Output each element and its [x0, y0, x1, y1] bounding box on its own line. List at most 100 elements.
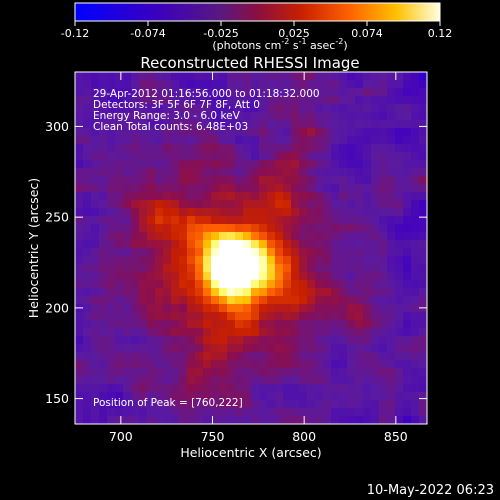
- heatmap-cell: [235, 112, 244, 121]
- heatmap-cell: [75, 80, 84, 89]
- heatmap-cell: [195, 368, 204, 377]
- heatmap-cell: [163, 152, 172, 161]
- heatmap-cell: [227, 240, 236, 249]
- heatmap-cell: [315, 360, 324, 369]
- heatmap-cell: [267, 328, 276, 337]
- heatmap-cell: [363, 344, 372, 353]
- heatmap-cell: [275, 80, 284, 89]
- heatmap-cell: [395, 352, 404, 361]
- heatmap-cell: [99, 240, 108, 249]
- heatmap-cell: [323, 192, 332, 201]
- heatmap-cell: [283, 392, 292, 401]
- heatmap-cell: [131, 192, 140, 201]
- heatmap-cell: [211, 192, 220, 201]
- heatmap-cell: [387, 136, 396, 145]
- heatmap-cell: [275, 272, 284, 281]
- heatmap-cell: [299, 160, 308, 169]
- heatmap-cell: [419, 344, 428, 353]
- footer-timestamp: 10-May-2022 06:23: [367, 483, 494, 498]
- heatmap-cell: [235, 360, 244, 369]
- heatmap-cell: [259, 184, 268, 193]
- heatmap-cell: [259, 304, 268, 313]
- heatmap-cell: [179, 328, 188, 337]
- heatmap-cell: [403, 256, 412, 265]
- heatmap-cell: [355, 144, 364, 153]
- heatmap-cell: [227, 352, 236, 361]
- heatmap-cell: [251, 280, 260, 289]
- heatmap-cell: [147, 152, 156, 161]
- heatmap-cell: [195, 136, 204, 145]
- heatmap-cell: [147, 104, 156, 113]
- heatmap-cell: [107, 256, 116, 265]
- heatmap-cell: [315, 232, 324, 241]
- heatmap-cell: [339, 160, 348, 169]
- heatmap-cell: [355, 384, 364, 393]
- colorbar-unit-label: (photons cm-2 s-1 asec-2): [212, 37, 347, 52]
- heatmap-cell: [187, 128, 196, 137]
- heatmap-cell: [83, 272, 92, 281]
- heatmap-cell: [291, 256, 300, 265]
- heatmap-cell: [259, 80, 268, 89]
- heatmap-cell: [307, 384, 316, 393]
- heatmap-cell: [243, 72, 252, 81]
- heatmap-cell: [299, 272, 308, 281]
- heatmap-cell: [339, 296, 348, 305]
- heatmap-cell: [419, 416, 428, 425]
- heatmap-cell: [115, 312, 124, 321]
- heatmap-cell: [235, 80, 244, 89]
- heatmap-cell: [139, 272, 148, 281]
- heatmap-cell: [323, 248, 332, 257]
- heatmap-cell: [203, 280, 212, 289]
- heatmap-cell: [347, 408, 356, 417]
- heatmap-cell: [203, 312, 212, 321]
- heatmap-cell: [283, 248, 292, 257]
- heatmap-cell: [379, 176, 388, 185]
- heatmap-cell: [387, 304, 396, 313]
- heatmap-cell: [147, 256, 156, 265]
- heatmap-cell: [283, 416, 292, 425]
- heatmap-cell: [195, 128, 204, 137]
- heatmap-cell: [131, 88, 140, 97]
- heatmap-cell: [259, 336, 268, 345]
- heatmap-cell: [131, 176, 140, 185]
- heatmap-cell: [155, 184, 164, 193]
- heatmap-cell: [107, 288, 116, 297]
- heatmap-cell: [227, 208, 236, 217]
- heatmap-cell: [379, 96, 388, 105]
- heatmap-cell: [155, 368, 164, 377]
- heatmap-cell: [139, 280, 148, 289]
- heatmap-cell: [83, 128, 92, 137]
- heatmap-cell: [75, 288, 84, 297]
- heatmap-cell: [419, 88, 428, 97]
- heatmap-cell: [235, 248, 244, 257]
- heatmap-cell: [363, 384, 372, 393]
- heatmap-cell: [155, 232, 164, 241]
- heatmap-cell: [323, 128, 332, 137]
- heatmap-cell: [227, 224, 236, 233]
- heatmap-cell: [267, 112, 276, 121]
- heatmap-cell: [251, 80, 260, 89]
- heatmap-cell: [243, 232, 252, 241]
- heatmap-cell: [291, 392, 300, 401]
- heatmap-cell: [363, 400, 372, 409]
- heatmap-cell: [219, 160, 228, 169]
- heatmap-cell: [355, 96, 364, 105]
- heatmap-cell: [75, 232, 84, 241]
- heatmap-cell: [99, 96, 108, 105]
- heatmap-cell: [107, 336, 116, 345]
- heatmap-cell: [187, 272, 196, 281]
- heatmap-cell: [323, 336, 332, 345]
- heatmap-cell: [83, 264, 92, 273]
- heatmap-cell: [147, 312, 156, 321]
- heatmap-cell: [411, 224, 420, 233]
- heatmap-cell: [243, 112, 252, 121]
- heatmap-cell: [331, 104, 340, 113]
- heatmap-cell: [275, 112, 284, 121]
- heatmap-cell: [275, 320, 284, 329]
- heatmap-cell: [115, 136, 124, 145]
- heatmap-cell: [355, 280, 364, 289]
- heatmap-cell: [251, 336, 260, 345]
- heatmap-cell: [243, 368, 252, 377]
- heatmap-cell: [107, 384, 116, 393]
- heatmap-cell: [123, 88, 132, 97]
